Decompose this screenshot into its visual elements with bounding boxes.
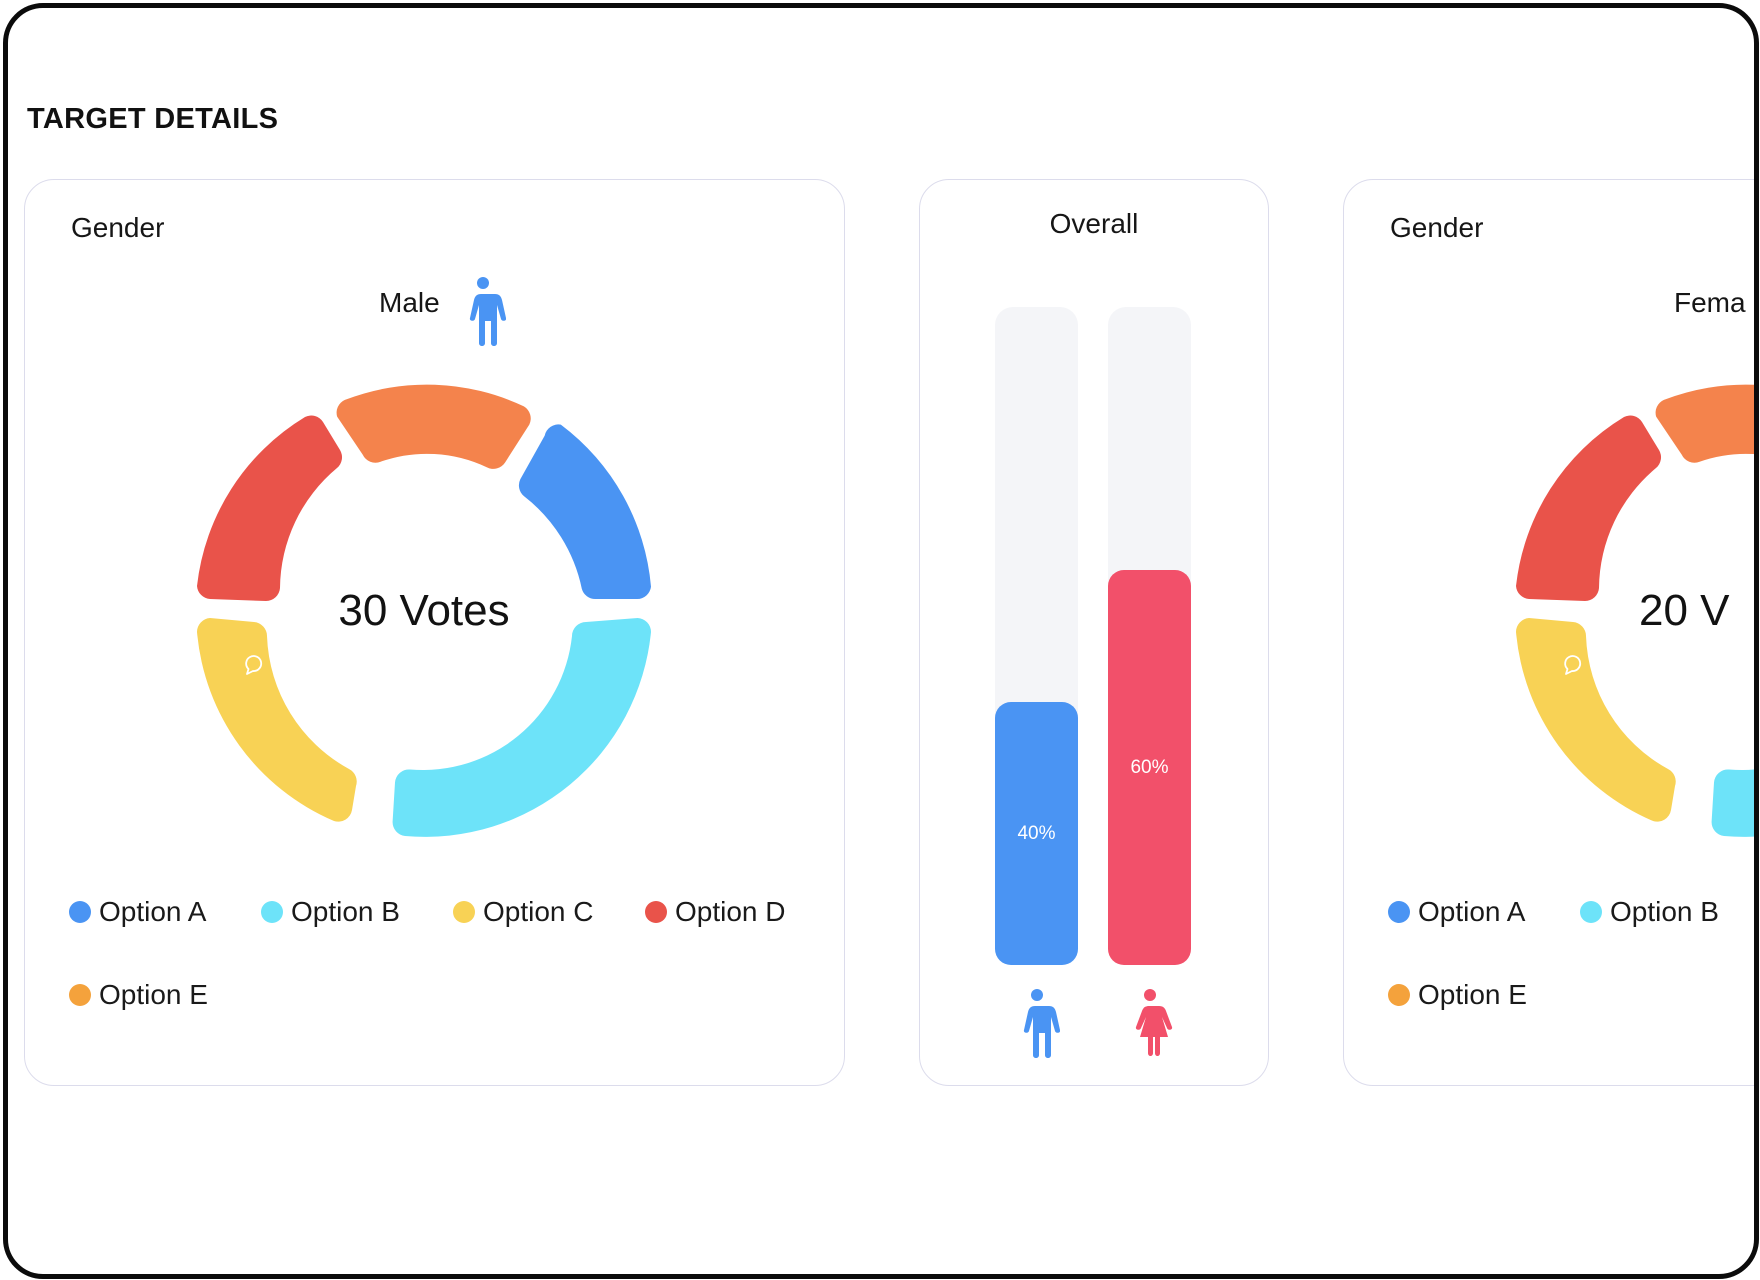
legend-item-option-d: Option D [645, 892, 786, 932]
bar-fill-female[interactable]: 60% [1108, 570, 1191, 965]
legend-dot [1388, 984, 1410, 1006]
legend-dot [69, 901, 91, 923]
legend-item-option-b: Option B [1580, 892, 1719, 932]
comment-icon [1564, 655, 1582, 675]
legend-item-option-c: Option C [453, 892, 594, 932]
segment-shape [196, 618, 357, 822]
bar-label-female: 60% [1130, 756, 1169, 778]
segment-value-label: 5 [451, 561, 462, 583]
segment-shape [336, 384, 531, 469]
segment-shape [1516, 618, 1676, 822]
legend-item-option-e: Option E [69, 975, 208, 1015]
comment-icon [262, 845, 280, 865]
legend-item-option-e: Option E [1388, 975, 1527, 1015]
segment-shape [197, 415, 343, 602]
segment-value-label: 3 [1592, 655, 1603, 677]
bar-fill-male[interactable]: 40% [995, 702, 1078, 965]
legend-dot [261, 901, 283, 923]
comment-icon [1581, 845, 1599, 865]
legend-dot [453, 901, 475, 923]
card-title: Gender [71, 212, 165, 243]
segment-option-b[interactable]: 2 [392, 618, 651, 867]
gender-label-female: Fema [1674, 287, 1746, 318]
bar-label-male: 40% [1017, 822, 1056, 844]
legend-dot [69, 984, 91, 1006]
legend-label: Option A [1418, 896, 1526, 927]
segment-option-e[interactable] [1655, 384, 1759, 469]
gender-label-male: Male [379, 287, 440, 318]
legend-label: Option A [99, 896, 207, 927]
legend-item-option-b: Option B [261, 892, 400, 932]
bar-track-female: 60% [1108, 307, 1191, 965]
segment-shape [1711, 769, 1754, 837]
legend-dot [1580, 901, 1602, 923]
donut-chart-male: 5 5 2 15 [196, 384, 651, 867]
segment-value-label: 2 [578, 845, 589, 867]
gender-card-female: Gender Fema 15 3 2 [1343, 179, 1759, 1086]
legend-label: Option D [675, 896, 786, 927]
legend-label: Option B [291, 896, 400, 927]
comment-icon [550, 845, 568, 865]
legend-item-option-a: Option A [69, 892, 206, 932]
legend-item-option-a: Option A [1388, 892, 1525, 932]
donut-center-votes: 20 V [1639, 586, 1730, 635]
legend-dot [645, 901, 667, 923]
legend-dot [1388, 901, 1410, 923]
male-person-icon [469, 277, 506, 346]
segment-shape [518, 424, 651, 600]
segment-value-label: 15 [1609, 845, 1631, 867]
gender-card-male: Gender Male 5 5 [24, 179, 845, 1086]
app-frame: TARGET DETAILS Gender Male 5 5 [3, 3, 1759, 1279]
section-title: TARGET DETAILS [27, 103, 279, 135]
segment-option-c[interactable]: 15 [1516, 618, 1676, 867]
male-person-icon [1023, 989, 1060, 1058]
legend-label: Option B [1610, 896, 1719, 927]
legend-label: Option E [1418, 979, 1527, 1010]
segment-shape [1655, 384, 1754, 463]
card-title: Gender [1390, 212, 1484, 243]
legend-label: Option E [99, 979, 208, 1010]
comment-icon [551, 653, 569, 673]
segment-value-label: 3 [273, 655, 284, 677]
card-title: Overall [1049, 208, 1139, 239]
segment-option-b[interactable] [1711, 618, 1759, 837]
donut-center-votes: 30 Votes [338, 586, 509, 635]
segment-option-c[interactable]: 15 [196, 618, 357, 867]
segment-shape [1516, 415, 1662, 602]
segment-shape [392, 618, 651, 837]
comment-icon [245, 655, 263, 675]
female-person-icon [1135, 989, 1173, 1056]
comment-icon [423, 561, 441, 581]
donut-chart-female: 15 3 20 V [1516, 384, 1759, 867]
legend-label: Option C [483, 896, 594, 927]
bar-track-male: 40% [995, 307, 1078, 965]
segment-value-label: 15 [290, 845, 312, 867]
segment-option-d[interactable]: 3 [1516, 415, 1662, 677]
segment-option-d[interactable]: 3 [197, 415, 343, 677]
segment-option-e[interactable]: 5 [336, 384, 531, 583]
overall-card: Overall 40% 60% [919, 179, 1269, 1086]
